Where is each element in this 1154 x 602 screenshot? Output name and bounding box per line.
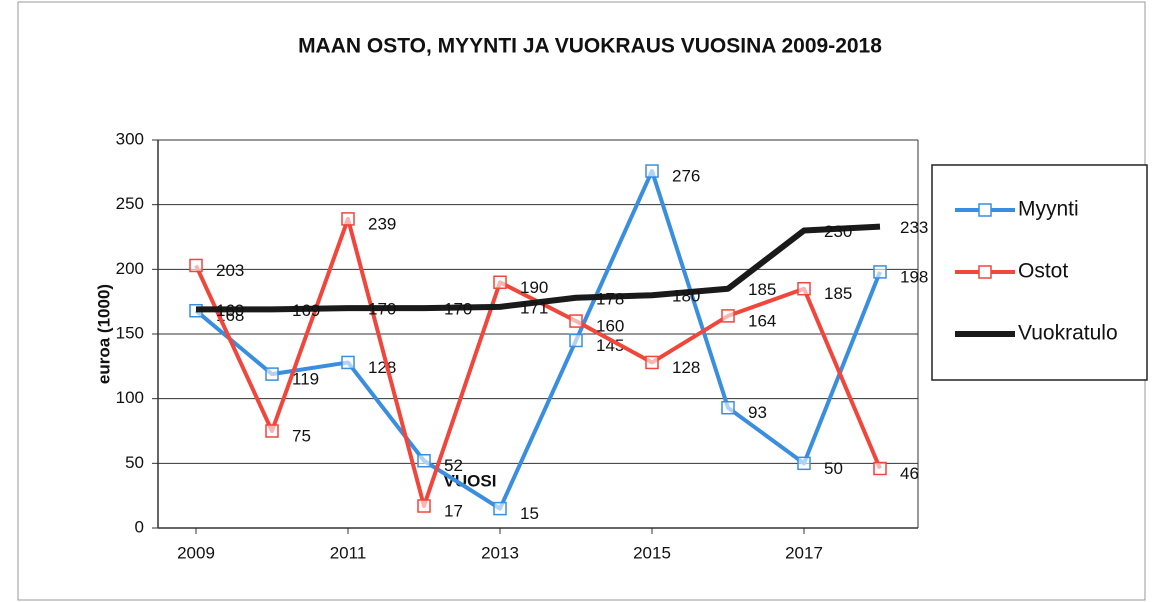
point-marker bbox=[417, 499, 431, 513]
data-label: 128 bbox=[368, 358, 396, 377]
y-tick-label: 100 bbox=[116, 388, 144, 407]
point-marker bbox=[873, 461, 887, 476]
point-marker bbox=[189, 258, 203, 273]
point-marker bbox=[721, 400, 735, 415]
x-tick-label: 2017 bbox=[785, 543, 823, 562]
point-marker bbox=[493, 501, 507, 516]
series-line bbox=[196, 223, 881, 313]
data-label: 93 bbox=[748, 403, 767, 422]
legend-label: Vuokratulo bbox=[1018, 322, 1118, 345]
point-marker bbox=[341, 355, 355, 370]
data-label: 276 bbox=[672, 167, 700, 186]
point-marker bbox=[721, 309, 735, 323]
x-tick-label: 2015 bbox=[633, 543, 671, 562]
data-label: 233 bbox=[900, 218, 928, 237]
data-label: 75 bbox=[292, 426, 311, 445]
y-tick-label: 0 bbox=[135, 517, 144, 536]
x-tick-label: 2013 bbox=[481, 543, 519, 562]
data-label: 198 bbox=[900, 267, 928, 286]
data-label: 190 bbox=[520, 278, 548, 297]
chart-title: MAAN OSTO, MYYNTI JA VUOKRAUS VUOSINA 20… bbox=[298, 35, 882, 58]
point-marker bbox=[645, 164, 659, 178]
point-marker bbox=[417, 453, 431, 468]
y-tick-label: 50 bbox=[125, 453, 144, 472]
data-label: 46 bbox=[900, 464, 919, 483]
point-marker bbox=[797, 456, 811, 471]
data-label: 230 bbox=[824, 222, 852, 241]
data-label: 169 bbox=[292, 301, 320, 320]
data-label: 170 bbox=[368, 300, 396, 319]
data-label: 52 bbox=[444, 456, 463, 475]
legend-label: Ostot bbox=[1018, 260, 1068, 283]
x-tick-label: 2011 bbox=[330, 543, 367, 562]
legend-label: Myynti bbox=[1018, 198, 1079, 221]
series-line bbox=[194, 169, 882, 511]
data-label: 145 bbox=[596, 336, 624, 355]
data-label: 171 bbox=[520, 298, 548, 317]
data-label: 169 bbox=[216, 301, 244, 320]
y-tick-label: 150 bbox=[116, 323, 144, 342]
point-marker bbox=[265, 424, 279, 438]
point-marker bbox=[873, 265, 887, 279]
point-marker bbox=[493, 275, 507, 290]
data-label: 164 bbox=[748, 311, 776, 330]
y-tick-label: 200 bbox=[116, 259, 144, 278]
point-marker bbox=[797, 281, 811, 296]
point-marker bbox=[645, 355, 659, 370]
x-axis-title: VUOSI bbox=[444, 471, 497, 490]
x-tick-label: 2009 bbox=[177, 543, 215, 562]
data-label: 119 bbox=[292, 370, 319, 389]
data-label: 185 bbox=[748, 280, 776, 299]
data-label: 185 bbox=[824, 284, 852, 303]
legend-marker bbox=[978, 203, 992, 217]
legend-marker bbox=[978, 265, 992, 279]
data-label: 17 bbox=[444, 501, 463, 520]
data-label: 160 bbox=[596, 317, 624, 336]
y-tick-label: 300 bbox=[116, 129, 144, 148]
point-marker bbox=[569, 333, 583, 348]
data-label: 180 bbox=[672, 287, 700, 306]
data-label: 128 bbox=[672, 358, 700, 377]
data-label: 178 bbox=[596, 289, 624, 308]
data-label: 15 bbox=[520, 504, 539, 523]
y-axis-title: euroa (1000) bbox=[94, 284, 113, 384]
data-label: 170 bbox=[444, 300, 472, 319]
data-label: 203 bbox=[216, 261, 244, 280]
data-label: 239 bbox=[368, 214, 396, 233]
point-marker bbox=[265, 367, 279, 381]
point-marker bbox=[569, 314, 583, 328]
data-label: 50 bbox=[824, 459, 843, 478]
point-marker bbox=[341, 212, 355, 226]
y-tick-label: 250 bbox=[116, 194, 144, 213]
